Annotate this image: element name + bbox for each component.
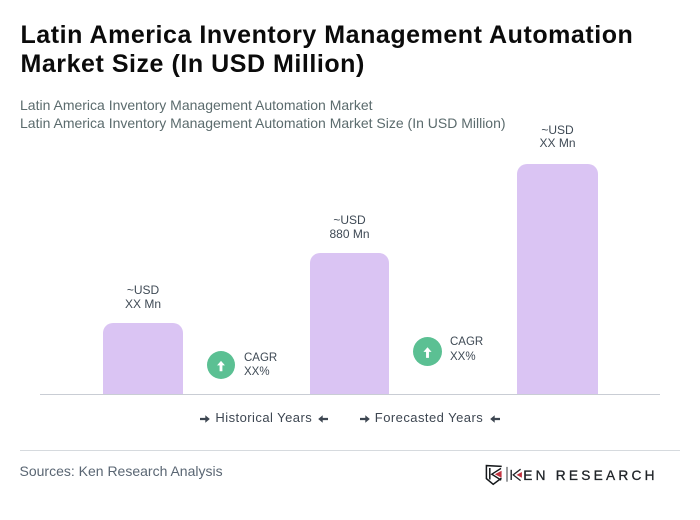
svg-text:EN RESEARCH: EN RESEARCH [523, 468, 658, 483]
